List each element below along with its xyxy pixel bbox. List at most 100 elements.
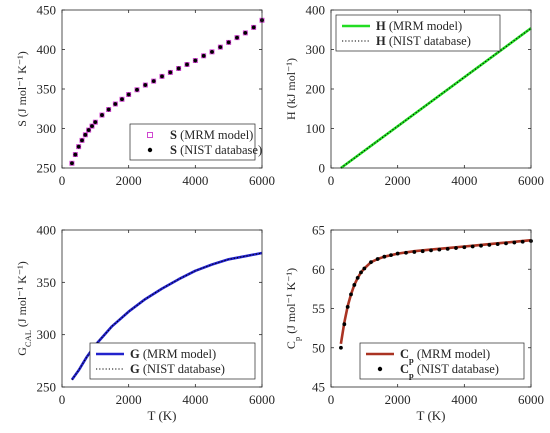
x-tick-label: 6000 — [249, 392, 275, 407]
legend-box — [335, 14, 501, 52]
data-point-square — [79, 137, 85, 143]
data-point — [160, 74, 164, 79]
data-point-square — [119, 96, 125, 102]
data-point-square — [92, 119, 98, 125]
axis-frame — [330, 9, 532, 169]
legend-label: S (NIST database) — [170, 143, 262, 157]
data-point — [437, 247, 442, 252]
data-point-square — [99, 112, 105, 118]
data-point — [404, 250, 408, 255]
data-point-square — [72, 152, 78, 158]
data-point — [342, 322, 347, 327]
y-tick-label: 60 — [312, 262, 325, 277]
x-tick-label: 6000 — [518, 173, 544, 188]
data-point-square — [151, 78, 157, 84]
x-tick-label: 0 — [328, 392, 335, 407]
data-point-square — [76, 144, 82, 150]
data-point — [454, 246, 458, 250]
y-axis-label: S (J mol⁻¹ K⁻¹) — [15, 51, 29, 127]
data-point — [83, 132, 88, 137]
data-point-square — [112, 101, 118, 107]
data-point-square — [217, 44, 223, 50]
data-point — [106, 107, 111, 112]
data-point-square — [226, 39, 232, 45]
data-point-square — [176, 66, 182, 71]
legend: Cp (MRM model)Cp (NIST database) — [359, 342, 525, 380]
data-point — [80, 138, 84, 143]
x-axis-label: T (K) — [147, 408, 176, 423]
data-point-square — [192, 58, 198, 64]
y-axis-label: H (kJ mol⁻¹) — [284, 58, 298, 120]
data-point — [420, 249, 425, 254]
data-point — [168, 70, 173, 75]
legend-label: H (NIST database) — [376, 34, 471, 48]
legend-swatch-dot — [377, 366, 383, 372]
data-point — [389, 253, 393, 258]
data-point — [210, 49, 214, 54]
data-point — [93, 120, 98, 125]
legend: H (MRM model)H (NIST database) — [335, 14, 501, 52]
data-point — [349, 292, 353, 297]
chart-panel-1: 0 2000 4000 6000 250 300 350 400 450 S (J mol⁻¹ K… — [15, 3, 275, 189]
y-axis-label: GCAL (J mol⁻¹ K⁻¹) — [15, 261, 33, 356]
y-axis-label: Cp (J mol⁻¹ K⁻¹) — [284, 268, 302, 349]
data-point — [73, 152, 78, 157]
data-point — [151, 79, 156, 83]
legend-label: H (MRM model) — [376, 19, 462, 33]
x-tick-label: 0 — [59, 173, 66, 188]
x-tick-label: 4000 — [182, 392, 208, 407]
data-point — [120, 97, 124, 102]
data-point-square — [201, 53, 207, 59]
data-point-square — [242, 30, 248, 36]
data-point — [395, 251, 400, 256]
data-point-square — [89, 123, 95, 129]
data-point-square — [142, 82, 148, 88]
legend-box — [89, 342, 256, 380]
y-tick-label: 300 — [306, 42, 326, 57]
data-point — [339, 345, 343, 350]
data-point — [76, 144, 81, 149]
x-tick-label: 0 — [328, 173, 335, 188]
y-tick-label: 200 — [306, 82, 326, 97]
data-point — [355, 275, 360, 280]
legend: S (MRM model)S (NIST database) — [129, 123, 262, 161]
data-point-square — [134, 87, 140, 93]
legend-label: G (MRM model) — [130, 347, 216, 361]
data-point — [369, 260, 373, 265]
data-point — [375, 257, 380, 261]
data-point — [479, 243, 483, 248]
x-tick-label: 6000 — [249, 173, 275, 188]
data-point — [135, 87, 139, 92]
data-point-square — [106, 107, 112, 112]
data-point — [345, 305, 350, 309]
data-point-square — [69, 160, 75, 166]
data-point — [359, 270, 363, 275]
y-tick-label: 300 — [37, 121, 57, 136]
y-tick-label: 400 — [37, 223, 57, 238]
data-point-square — [234, 35, 240, 41]
y-tick-label: 250 — [37, 380, 57, 395]
data-point — [251, 25, 256, 30]
data-point — [462, 245, 467, 250]
data-point-square — [167, 69, 173, 75]
data-point — [362, 266, 367, 271]
legend-box — [359, 342, 525, 380]
x-tick-label: 2000 — [385, 173, 411, 188]
axis-frame — [330, 229, 532, 388]
data-point-square — [159, 73, 165, 79]
data-point — [520, 239, 525, 244]
y-tick-label: 300 — [37, 327, 57, 342]
data-point — [504, 241, 508, 246]
data-point — [143, 83, 148, 87]
data-point-square — [209, 49, 215, 55]
data-point — [226, 40, 231, 45]
y-tick-label: 45 — [312, 380, 325, 395]
data-point — [470, 244, 475, 249]
data-point — [487, 243, 492, 247]
series-line — [71, 252, 263, 380]
legend-swatch-dot — [147, 147, 153, 153]
x-tick-label: 4000 — [451, 173, 477, 188]
data-point — [176, 66, 181, 71]
x-tick-label: 4000 — [182, 173, 208, 188]
